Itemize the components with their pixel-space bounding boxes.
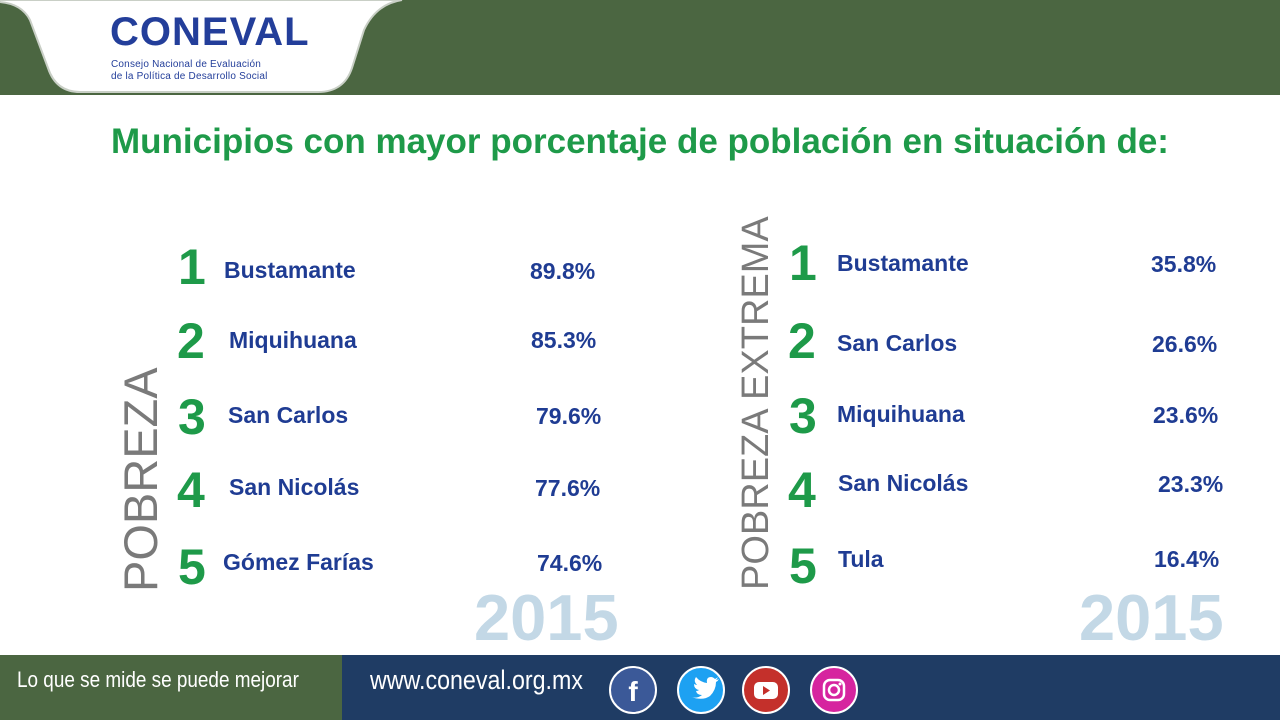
- page-title: Municipios con mayor porcentaje de pobla…: [111, 122, 1169, 161]
- footer-slogan: Lo que se mide se puede mejorar: [17, 667, 299, 692]
- extrema-name: Miquihuana: [837, 401, 965, 427]
- extrema-rank: 2: [788, 313, 816, 369]
- logo-tab: [0, 0, 403, 93]
- pobreza-rank: 5: [178, 539, 206, 595]
- pobreza-rank: 1: [178, 239, 206, 295]
- pobreza-pct: 77.6%: [535, 475, 601, 501]
- pobreza-label: POBREZA: [114, 367, 167, 592]
- pobreza-pct: 74.6%: [537, 550, 603, 576]
- extrema-pct: 16.4%: [1154, 546, 1220, 572]
- pobreza-extrema-year: 2015: [1079, 581, 1224, 654]
- pobreza-pct: 89.8%: [530, 258, 596, 284]
- extrema-rank: 1: [789, 235, 817, 291]
- pobreza-pct: 79.6%: [536, 403, 602, 429]
- extrema-rank: 3: [789, 388, 817, 444]
- extrema-name: San Nicolás: [838, 470, 969, 496]
- youtube-icon[interactable]: [742, 666, 790, 714]
- extrema-name: Tula: [838, 546, 884, 572]
- extrema-name: San Carlos: [837, 330, 958, 356]
- extrema-pct: 23.3%: [1158, 471, 1224, 497]
- pobreza-name: Miquihuana: [229, 327, 357, 353]
- extrema-name: Bustamante: [837, 250, 969, 276]
- extrema-rank: 5: [789, 538, 817, 594]
- svg-text:f: f: [628, 676, 638, 707]
- pobreza-name: San Carlos: [228, 402, 349, 428]
- logo-subtitle-line2: de la Política de Desarrollo Social: [111, 71, 268, 82]
- pobreza-year: 2015: [474, 581, 619, 654]
- extrema-pct: 26.6%: [1152, 331, 1218, 357]
- extrema-pct: 23.6%: [1153, 402, 1219, 428]
- instagram-icon[interactable]: [810, 666, 858, 714]
- pobreza-name: Gómez Farías: [223, 549, 374, 575]
- pobreza-name: San Nicolás: [229, 474, 360, 500]
- pobreza-rank: 4: [177, 462, 205, 518]
- twitter-icon[interactable]: [677, 666, 725, 714]
- footer-slogan-bar: [0, 655, 342, 720]
- pobreza-name: Bustamante: [224, 257, 356, 283]
- extrema-rank: 4: [788, 462, 816, 518]
- pobreza-rank: 2: [177, 313, 205, 369]
- extrema-pct: 35.8%: [1151, 251, 1217, 277]
- website-link[interactable]: www.coneval.org.mx: [370, 665, 583, 695]
- pobreza-extrema-label: POBREZA EXTREMA: [735, 216, 777, 590]
- logo-subtitle-line1: Consejo Nacional de Evaluación: [111, 59, 261, 70]
- pobreza-pct: 85.3%: [531, 327, 597, 353]
- facebook-icon[interactable]: f: [609, 666, 657, 714]
- coneval-logo[interactable]: CONEVAL: [110, 10, 310, 54]
- pobreza-rank: 3: [178, 389, 206, 445]
